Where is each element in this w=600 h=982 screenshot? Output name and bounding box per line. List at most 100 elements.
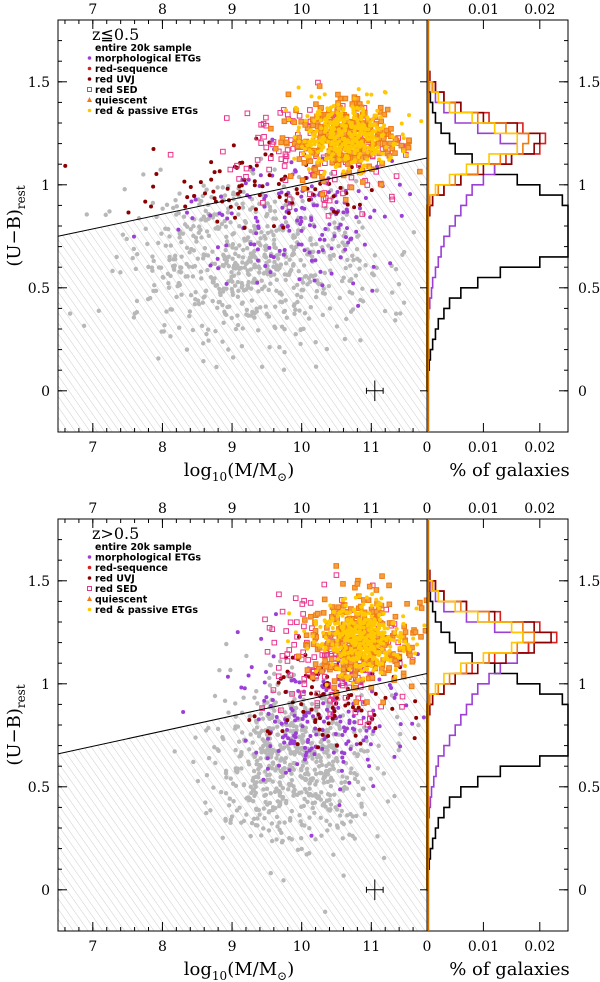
point-red-sed [331,700,338,706]
point-red-passive [333,165,338,170]
histograms [426,70,569,392]
point-red-sed [333,572,340,578]
point-grey [332,220,337,225]
point-grey [277,345,282,350]
point-grey [250,798,256,804]
point-grey [215,185,220,190]
x-tick-label: 9 [228,440,237,456]
point-purple [363,196,368,201]
point-red-uvj [228,204,233,209]
point-red-passive [328,135,333,140]
point-purple [283,733,288,738]
point-grey [325,792,331,797]
point-grey [233,783,239,788]
point-red-passive [379,670,384,675]
histogram-step [426,569,569,891]
point-grey [267,675,272,681]
point-grey [258,242,263,248]
point-grey [262,793,267,798]
point-red-uvj [346,701,351,706]
point-grey [251,250,256,255]
point-grey [314,708,319,713]
point-quiescent [320,610,327,616]
point-purple [249,665,254,670]
point-grey [401,300,407,305]
point-quiescent [291,119,297,125]
point-grey [344,316,349,322]
point-red-passive [376,149,381,154]
point-red-passive [337,152,342,157]
point-purple [300,717,305,722]
point-purple [287,228,292,233]
point-red-passive [335,638,340,643]
point-purple [356,189,361,194]
point-red-passive [359,646,364,651]
point-purple [280,205,285,210]
point-red-passive [387,648,392,653]
x-label-sub: 10 [212,470,227,484]
point-quiescent [392,613,399,620]
point-grey [205,327,211,332]
point-red-passive [313,134,318,139]
point-grey [84,212,89,217]
point-purple [320,232,325,237]
point-red-sed [276,591,282,598]
point-grey [393,318,398,323]
point-red-passive [349,646,354,651]
point-grey [161,275,166,280]
point-grey [181,214,187,219]
point-quiescent [340,666,347,673]
point-red-passive [312,118,317,123]
point-red-passive [370,117,375,122]
point-red-passive [368,639,373,644]
point-grey [329,720,335,726]
point-red-passive [393,674,398,679]
point-red-passive [326,638,331,643]
point-grey [272,209,278,214]
point-quiescent [417,168,423,175]
point-grey [258,236,263,241]
point-red-uvj [271,224,276,229]
point-purple [368,215,373,220]
point-grey [263,247,268,252]
point-grey [96,308,102,314]
point-red-passive [338,117,343,122]
point-grey [220,185,226,190]
point-quiescent [383,127,390,134]
point-purple [372,208,377,213]
point-grey [236,271,241,276]
point-grey [330,759,336,764]
point-grey [291,247,297,253]
point-red-uvj [349,165,354,170]
point-quiescent [335,604,342,610]
point-purple [313,258,318,263]
point-grey [204,229,210,234]
point-red-uvj [359,708,364,713]
point-grey [236,288,241,294]
point-grey [306,275,312,281]
point-purple [297,277,302,282]
point-grey [145,241,150,247]
point-grey [325,779,330,785]
point-purple [261,777,266,782]
point-grey [291,760,296,766]
point-quiescent [296,156,303,162]
point-purple [398,744,403,749]
point-purple [323,226,328,231]
point-purple [364,735,369,740]
point-quiescent [409,658,416,665]
point-red-passive [355,657,360,662]
point-purple [331,750,336,755]
point-red-passive [397,635,402,640]
point-purple [388,261,393,266]
point-grey [234,808,240,813]
point-red-passive [352,112,357,117]
point-grey [330,237,335,242]
point-quiescent [312,166,319,173]
point-purple [354,229,359,234]
point-grey [323,768,329,774]
point-purple [316,249,321,254]
point-red-uvj [320,732,325,737]
point-purple [347,780,352,785]
point-red-passive [384,654,389,659]
